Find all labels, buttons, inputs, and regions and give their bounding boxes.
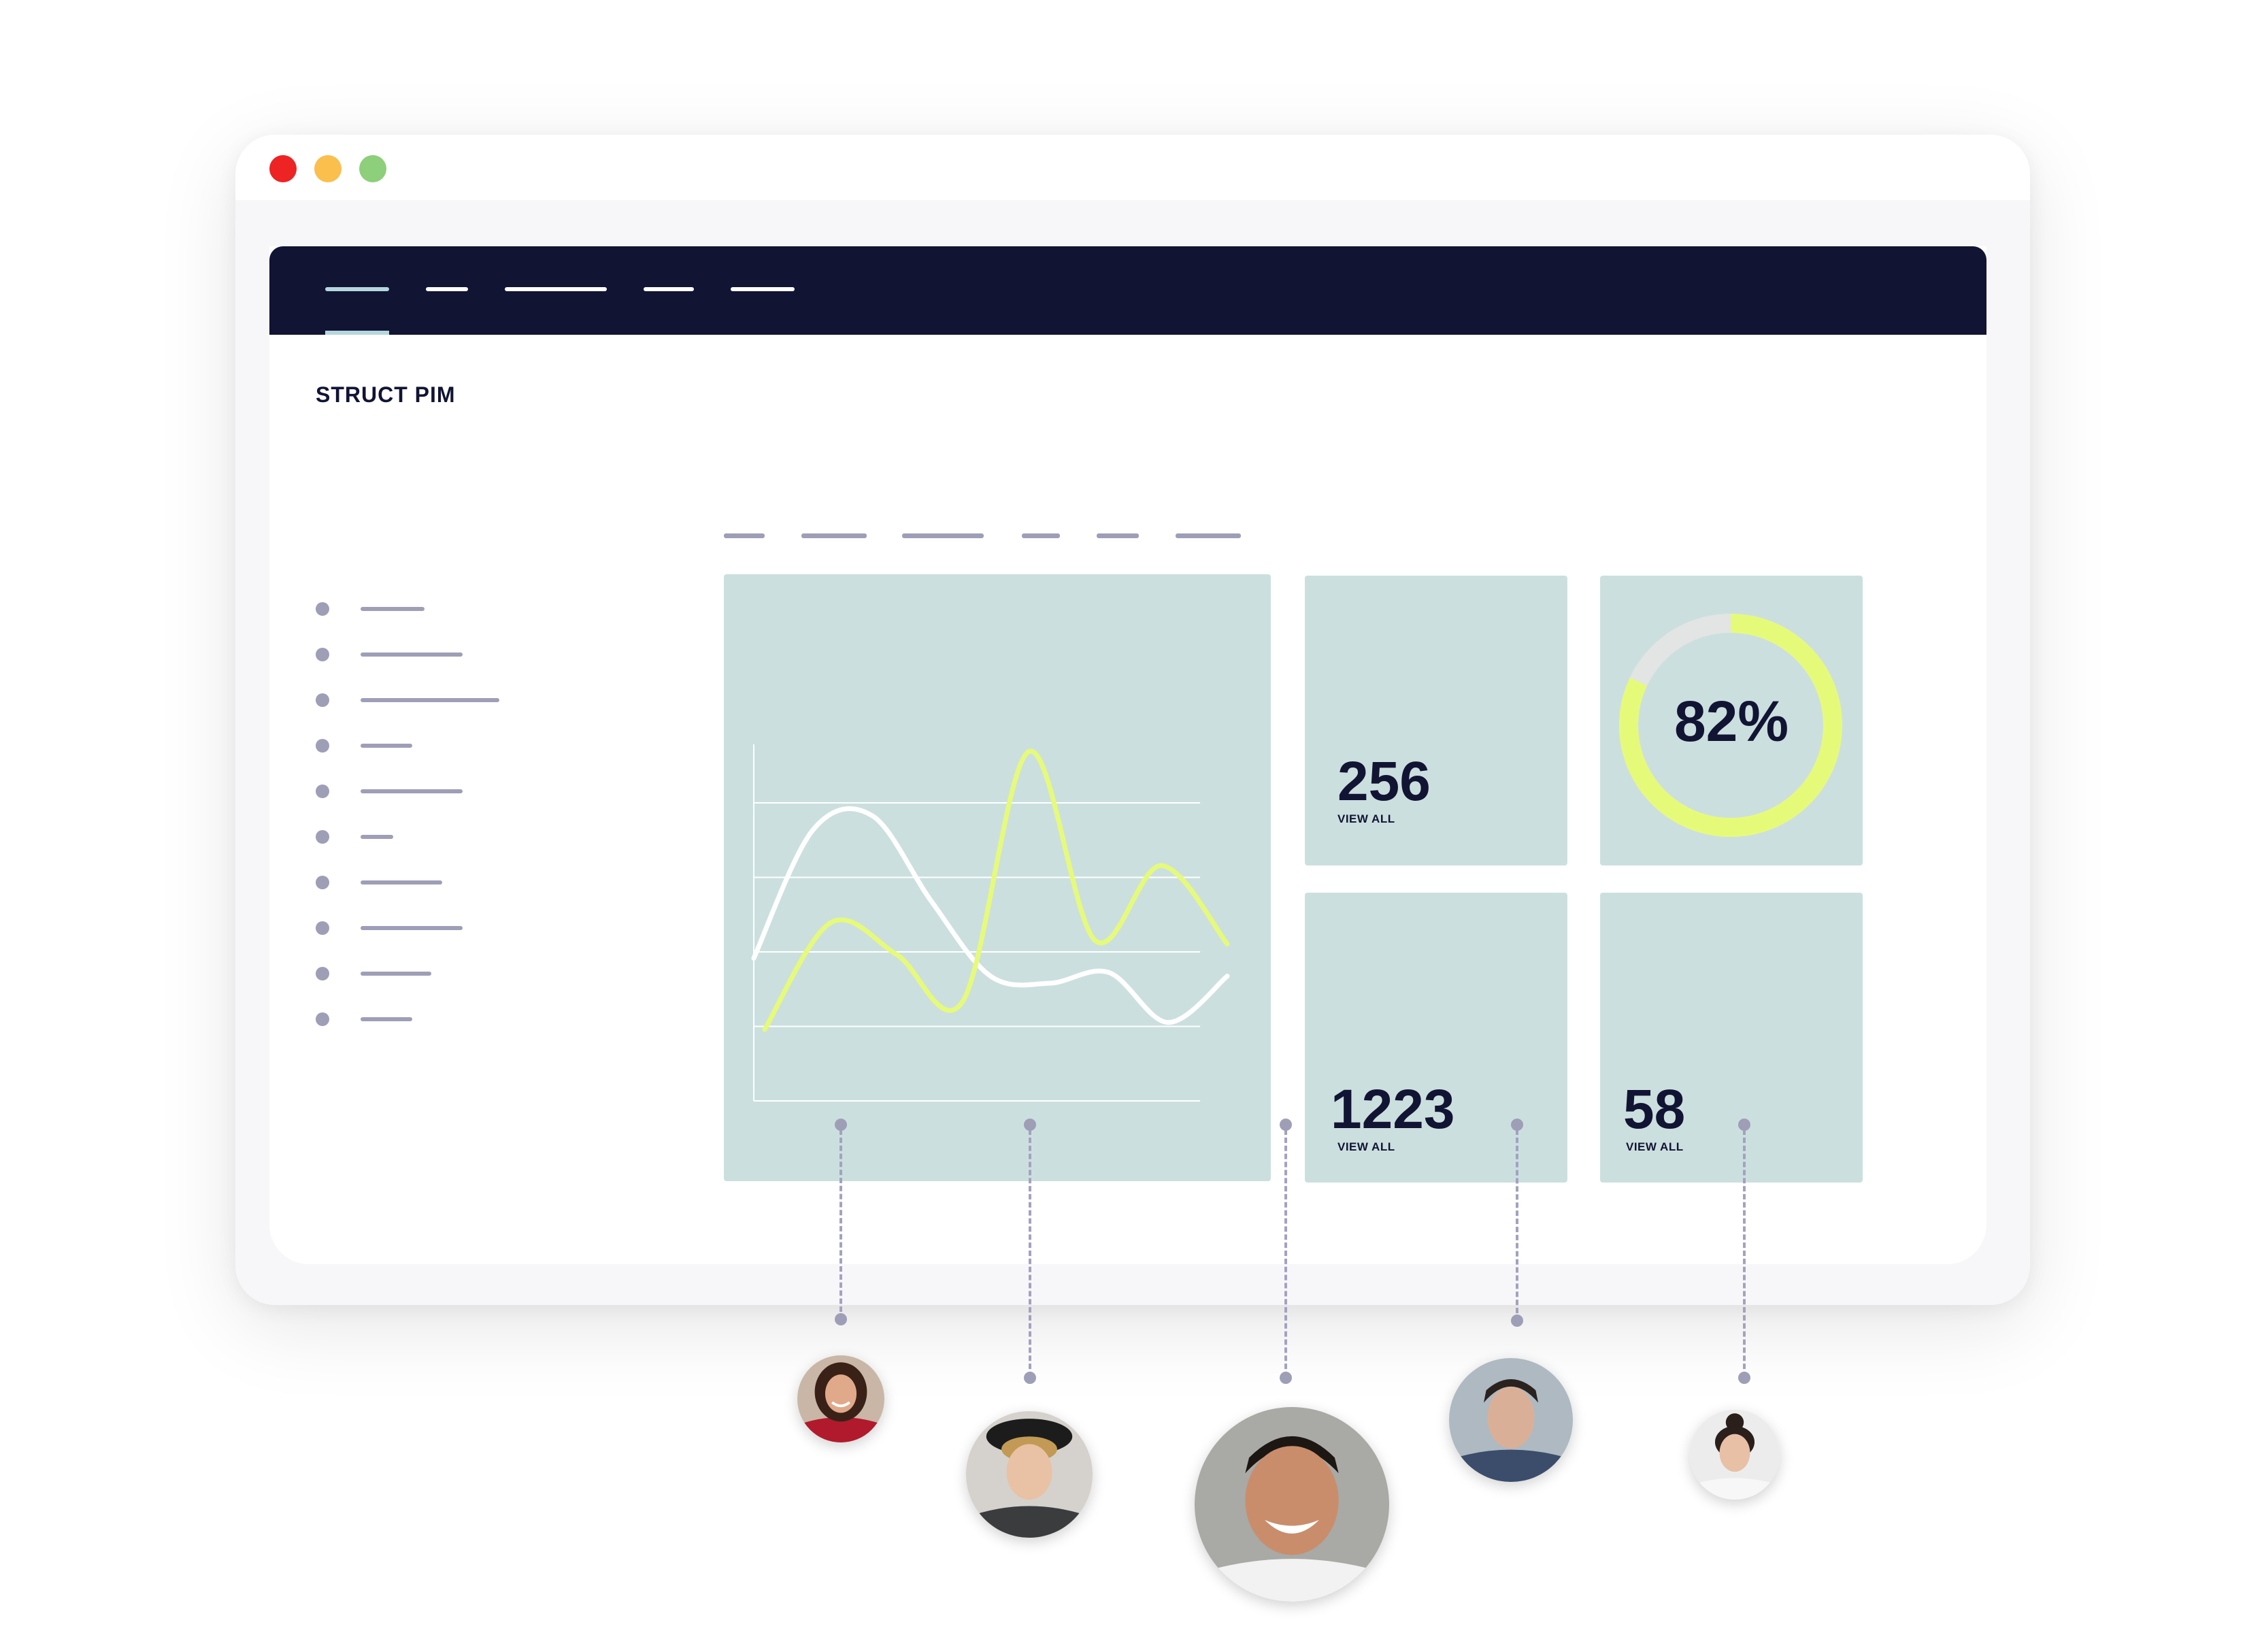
sidebar-item[interactable] — [316, 966, 520, 981]
content-tab-1[interactable] — [724, 533, 765, 538]
sidebar-item[interactable] — [316, 647, 520, 662]
nav-item-5[interactable] — [731, 287, 795, 291]
connector-dot — [835, 1119, 847, 1131]
avatar-man-black-hat[interactable] — [966, 1411, 1093, 1538]
sidebar-item-label — [361, 835, 393, 839]
connector-dot — [1024, 1119, 1036, 1131]
bullet-icon — [316, 876, 329, 889]
bullet-icon — [316, 739, 329, 753]
stat-value: 58 — [1623, 1078, 1686, 1140]
bullet-icon — [316, 648, 329, 661]
connector-line — [1743, 1129, 1746, 1377]
connector-line — [1284, 1129, 1287, 1377]
avatar-woman-red-top[interactable] — [797, 1355, 884, 1442]
close-window-button[interactable] — [269, 155, 297, 182]
maximize-window-button[interactable] — [359, 155, 386, 182]
stat-value: 256 — [1337, 750, 1431, 812]
nav-item-3[interactable] — [505, 287, 607, 291]
view-all-link[interactable]: VIEW ALL — [1337, 1140, 1395, 1153]
connector-line — [1029, 1129, 1031, 1377]
brand-title: STRUCT PIM — [316, 382, 456, 407]
stat-card-1223: 1223 VIEW ALL — [1305, 893, 1567, 1183]
avatar-woman-bun[interactable] — [1690, 1410, 1780, 1500]
sidebar-item-label — [361, 652, 463, 657]
sidebar-item[interactable] — [316, 829, 520, 844]
connector-dot — [1511, 1315, 1523, 1327]
minimize-window-button[interactable] — [314, 155, 342, 182]
sidebar-item-label — [361, 607, 425, 611]
chart-series-line-1 — [751, 806, 1230, 1025]
sidebar-item-label — [361, 972, 431, 976]
bullet-icon — [316, 1012, 329, 1026]
connector-dot — [1024, 1372, 1036, 1384]
stat-card-256: 256 VIEW ALL — [1305, 576, 1567, 865]
view-all-link[interactable]: VIEW ALL — [1337, 812, 1395, 825]
connector-dot — [1738, 1119, 1750, 1131]
line-chart-panel — [724, 574, 1271, 1181]
chart-series-line-2 — [762, 748, 1230, 1032]
sidebar-item[interactable] — [316, 1012, 520, 1027]
connector-dot — [835, 1313, 847, 1325]
content-tab-2[interactable] — [801, 533, 867, 538]
connector-dot — [1738, 1372, 1750, 1384]
stat-card-58: 58 VIEW ALL — [1600, 893, 1863, 1183]
progress-ring — [1619, 614, 1842, 837]
connector-dot — [1511, 1119, 1523, 1131]
line-chart — [751, 744, 1230, 1102]
progress-card: 82% — [1600, 576, 1863, 865]
nav-item-2[interactable] — [426, 287, 468, 291]
connector-dot — [1280, 1372, 1292, 1384]
progress-percent: 82% — [1674, 689, 1789, 753]
sidebar-item-label — [361, 926, 463, 930]
title-bar — [235, 135, 2030, 200]
stat-value: 1223 — [1331, 1078, 1455, 1140]
content-tab-3[interactable] — [902, 533, 984, 538]
sidebar-item[interactable] — [316, 601, 520, 616]
sidebar-item-label — [361, 1017, 412, 1021]
top-navbar — [269, 246, 1986, 335]
app-area: STRUCT PIM 256 VIEW ALL — [269, 246, 1986, 1264]
sidebar-item-label — [361, 698, 499, 702]
avatar-man-jacket[interactable] — [1449, 1358, 1573, 1482]
sidebar-item-label — [361, 880, 442, 885]
bullet-icon — [316, 830, 329, 844]
view-all-link[interactable]: VIEW ALL — [1626, 1140, 1684, 1153]
connector-line — [839, 1129, 842, 1320]
sidebar-item[interactable] — [316, 738, 520, 753]
connector-line — [1516, 1129, 1518, 1321]
bullet-icon — [316, 693, 329, 707]
sidebar-item[interactable] — [316, 921, 520, 936]
bullet-icon — [316, 967, 329, 980]
bullet-icon — [316, 602, 329, 616]
avatar-man-smiling[interactable] — [1195, 1407, 1389, 1602]
nav-item-1[interactable] — [325, 287, 389, 291]
sidebar-item[interactable] — [316, 875, 520, 890]
content-tab-5[interactable] — [1097, 533, 1139, 538]
connector-dot — [1280, 1119, 1292, 1131]
sidebar-item-label — [361, 789, 463, 793]
browser-window: STRUCT PIM 256 VIEW ALL — [235, 135, 2030, 1305]
sidebar-item[interactable] — [316, 693, 520, 708]
content-tab-4[interactable] — [1022, 533, 1060, 538]
sidebar-item-label — [361, 744, 412, 748]
content-tab-6[interactable] — [1176, 533, 1241, 538]
sidebar-item[interactable] — [316, 784, 520, 799]
progress-arc — [1619, 614, 1842, 837]
nav-item-4[interactable] — [644, 287, 694, 291]
bullet-icon — [316, 784, 329, 798]
bullet-icon — [316, 921, 329, 935]
active-nav-indicator — [325, 331, 389, 335]
